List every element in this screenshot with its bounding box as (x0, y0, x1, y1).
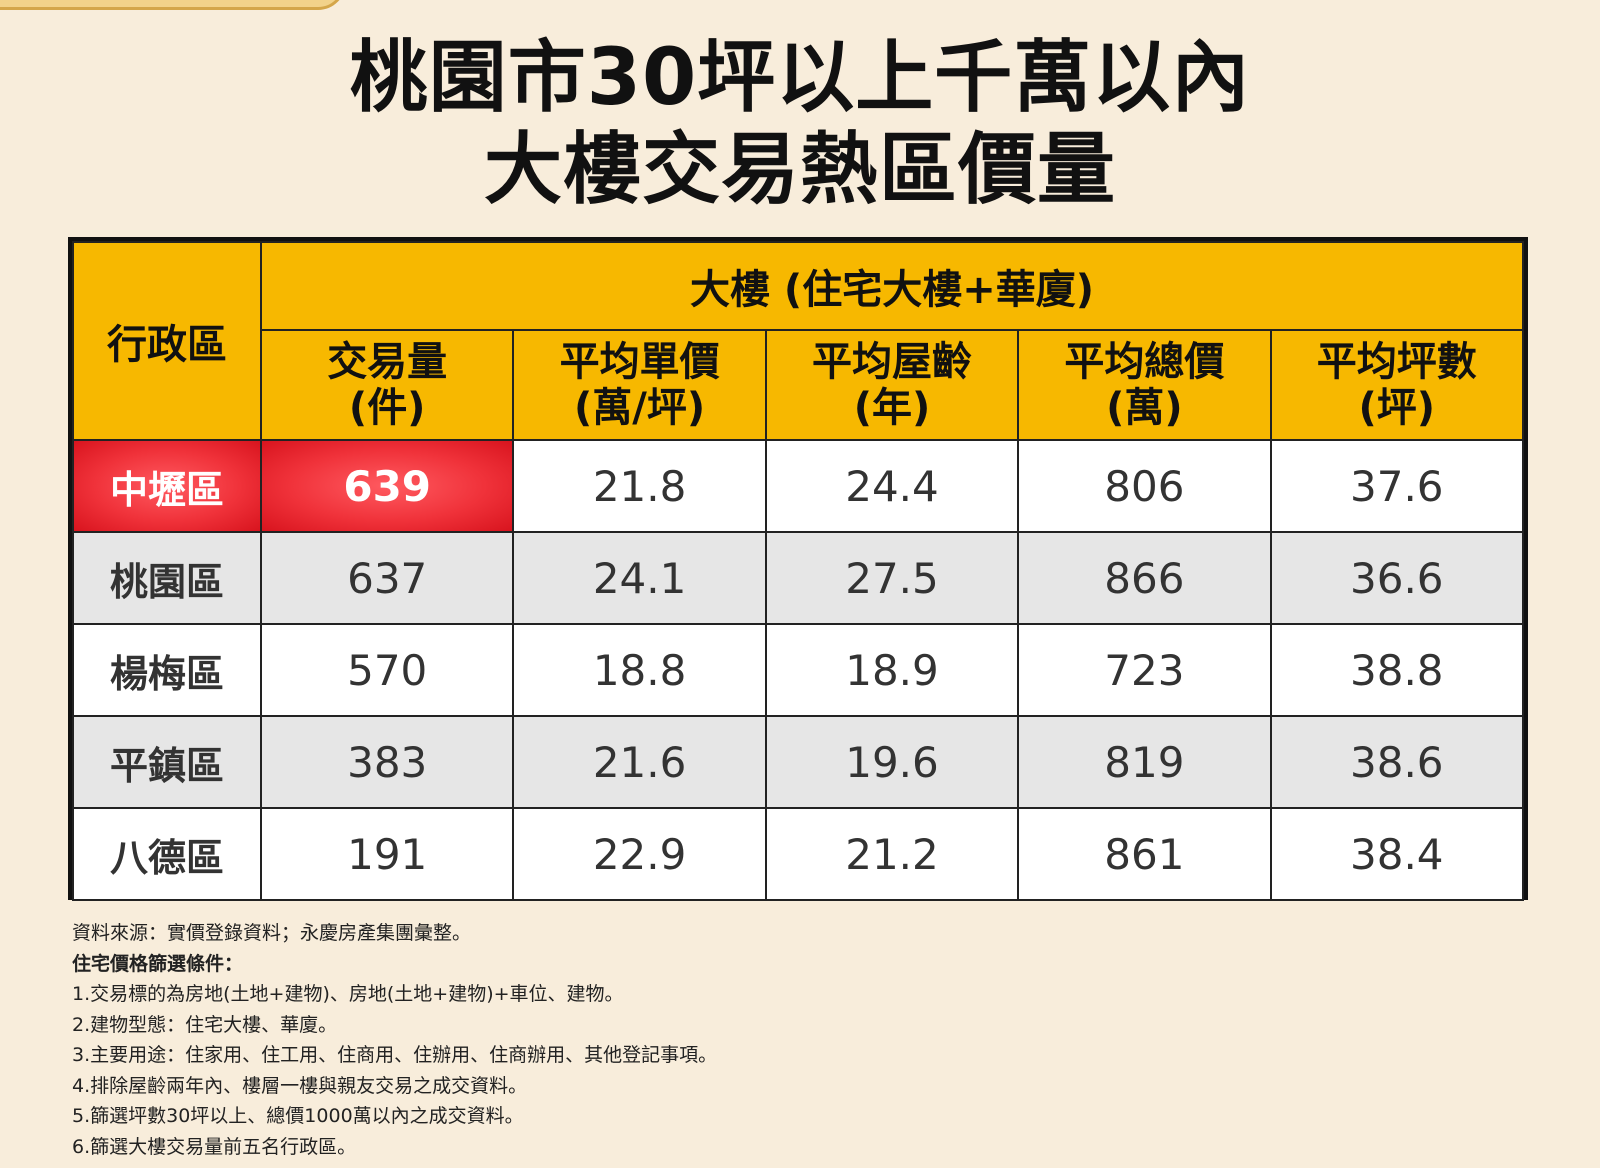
table-cell: 21.6 (512, 715, 767, 809)
table-row: 桃園區 637 24.1 27.5 866 36.6 (72, 531, 1525, 625)
criteria-item: 4.排除屋齡兩年內、樓層一樓與親友交易之成交資料。 (72, 1074, 528, 1097)
table-row: 八德區 191 22.9 21.2 861 38.4 (72, 807, 1525, 901)
table-cell: 22.9 (512, 807, 767, 901)
table-cell: 191 (259, 807, 515, 901)
table-cell: 38.8 (1269, 623, 1525, 717)
criteria-title: 住宅價格篩選條件： (72, 952, 244, 975)
corner-tab-decoration (0, 0, 346, 10)
page-title-line-2: 大樓交易熱區價量 (483, 125, 1116, 215)
table-cell: 37.6 (1269, 439, 1525, 533)
table-cell: 36.6 (1269, 531, 1525, 625)
table-cell: 639 (259, 439, 515, 533)
table-cell: 38.6 (1269, 715, 1525, 809)
column-header-name: 平均屋齡 (811, 339, 972, 385)
criteria-item: 6.篩選大樓交易量前五名行政區。 (72, 1135, 357, 1158)
table-cell: 27.5 (764, 531, 1020, 625)
source-note: 資料來源：實價登錄資料；永慶房產集團彙整。 (72, 922, 472, 944)
table-cell: 637 (259, 531, 515, 625)
column-header-unit: (萬) (1106, 385, 1183, 431)
table-cell: 861 (1017, 807, 1272, 901)
table-cell: 866 (1017, 531, 1272, 625)
column-header-unit: (年) (853, 385, 931, 431)
footnotes: 資料來源：實價登錄資料；永慶房產集團彙整。 住宅價格篩選條件： 1.交易標的為房… (72, 918, 1522, 1162)
criteria-item: 2.建物型態：住宅大樓、華廈。 (72, 1013, 338, 1036)
table-cell: 819 (1017, 715, 1272, 809)
column-header-building-age: 平均屋齡 (年) (764, 329, 1020, 441)
criteria-item: 1.交易標的為房地(土地+建物)、房地(土地+建物)+車位、建物。 (72, 983, 624, 1005)
table-cell: 21.8 (512, 439, 767, 533)
table-cell: 570 (259, 623, 515, 717)
data-table-container: 行政區 大樓 (住宅大樓+華廈) 交易量 (件) 平均單價 (萬/坪) 平均屋齡… (68, 237, 1528, 901)
district-cell: 桃園區 (72, 531, 262, 625)
district-cell: 中壢區 (72, 439, 262, 533)
column-header-area: 平均坪數 (坪) (1269, 329, 1525, 441)
district-cell: 楊梅區 (72, 623, 262, 717)
table-cell: 18.8 (512, 623, 767, 717)
table-cell: 806 (1017, 439, 1272, 533)
group-header: 大樓 (住宅大樓+華廈) (260, 241, 1524, 331)
criteria-item: 3.主要用途：住家用、住工用、住商用、住辦用、住商辦用、其他登記事項。 (72, 1044, 718, 1066)
page-title-line-1: 桃園市30坪以上千萬以內 (349, 33, 1251, 123)
table-cell: 723 (1017, 623, 1272, 717)
data-table: 行政區 大樓 (住宅大樓+華廈) 交易量 (件) 平均單價 (萬/坪) 平均屋齡… (72, 241, 1525, 901)
table-row: 平鎮區 383 21.6 19.6 819 38.6 (72, 715, 1525, 809)
table-cell: 24.1 (512, 531, 767, 625)
district-header: 行政區 (72, 241, 262, 441)
table-cell: 19.6 (764, 715, 1020, 809)
table-row: 楊梅區 570 18.8 18.9 723 38.8 (72, 623, 1525, 717)
column-header-name: 平均總價 (1064, 339, 1225, 385)
table-row: 中壢區 639 21.8 24.4 806 37.6 (72, 439, 1525, 533)
column-header-unit: (坪) (1358, 385, 1436, 431)
column-header-volume: 交易量 (件) (259, 329, 515, 441)
column-header-unit-price: 平均單價 (萬/坪) (512, 329, 767, 441)
column-header-unit: (件) (348, 385, 426, 431)
table-cell: 38.4 (1269, 807, 1525, 901)
column-header-name: 平均單價 (559, 339, 720, 385)
column-header-total-price: 平均總價 (萬) (1017, 329, 1272, 441)
district-cell: 平鎮區 (72, 715, 262, 809)
table-cell: 21.2 (764, 807, 1020, 901)
criteria-item: 5.篩選坪數30坪以上、總價1000萬以內之成交資料。 (72, 1105, 524, 1127)
column-header-name: 平均坪數 (1316, 339, 1477, 385)
column-header-unit: (萬/坪) (574, 385, 706, 431)
table-cell: 383 (259, 715, 515, 809)
table-cell: 24.4 (764, 439, 1020, 533)
column-header-name: 交易量 (327, 339, 448, 385)
table-cell: 18.9 (764, 623, 1020, 717)
district-cell: 八德區 (72, 807, 262, 901)
